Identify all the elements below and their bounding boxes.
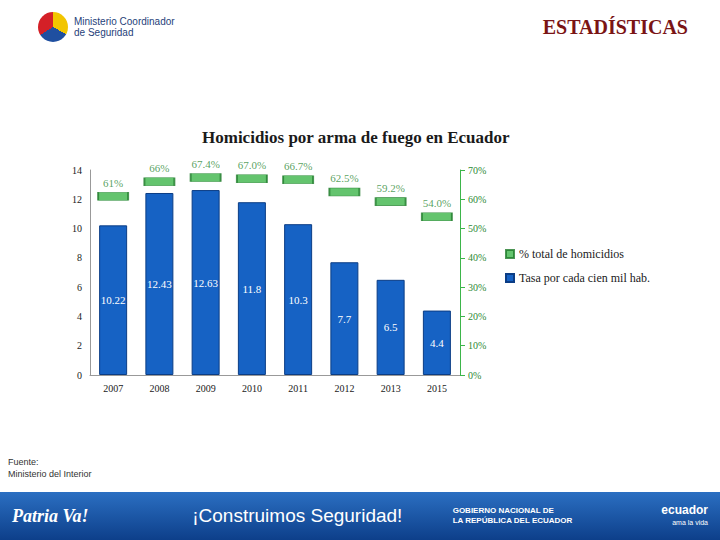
html-text:Fuente:: Fuente:: [8, 457, 39, 467]
svg-text:4.4: 4.4: [430, 337, 444, 349]
html-text:ecuador: ecuador: [661, 502, 708, 517]
html-text:Ministerio Coordinador: Ministerio Coordinador: [74, 16, 175, 27]
html-text:LA REPÚBLICA DEL ECUADOR: LA REPÚBLICA DEL ECUADOR: [452, 516, 573, 525]
html-text:ama la vida: ama la vida: [672, 518, 708, 526]
svg-text:2007: 2007: [103, 383, 123, 394]
svg-text:67.0%: 67.0%: [238, 159, 266, 171]
html-text:GOBIERNO NACIONAL DE: GOBIERNO NACIONAL DE: [452, 506, 554, 515]
svg-text:Tasa por cada cien mil hab.: Tasa por cada cien mil hab.: [519, 271, 650, 285]
svg-text:14: 14: [72, 165, 82, 176]
svg-text:2: 2: [77, 340, 82, 351]
svg-text:2009: 2009: [196, 383, 216, 394]
svg-text:67.4%: 67.4%: [191, 158, 219, 170]
svg-text:4: 4: [77, 311, 82, 322]
svg-text:7.7: 7.7: [338, 313, 352, 325]
svg-text:60%: 60%: [468, 194, 486, 205]
svg-text:62.5%: 62.5%: [330, 172, 358, 184]
svg-text:6.5: 6.5: [384, 321, 398, 333]
html-text:ESTADÍSTICAS: ESTADÍSTICAS: [542, 16, 688, 38]
svg-text:12: 12: [72, 194, 82, 205]
svg-text:30%: 30%: [468, 282, 486, 293]
svg-text:2008: 2008: [149, 383, 169, 394]
svg-text:2015: 2015: [427, 383, 447, 394]
html-text:Ministerio del Interior: Ministerio del Interior: [8, 469, 92, 479]
svg-text:8: 8: [77, 252, 82, 263]
svg-text:10: 10: [72, 223, 82, 234]
svg-text:59.2%: 59.2%: [376, 182, 404, 194]
svg-text:10.22: 10.22: [101, 294, 126, 306]
svg-text:2013: 2013: [381, 383, 401, 394]
svg-text:0: 0: [77, 370, 82, 381]
svg-text:2011: 2011: [288, 383, 308, 394]
html-text:de Seguridad: de Seguridad: [74, 27, 134, 38]
svg-text:6: 6: [77, 282, 82, 293]
svg-text:10%: 10%: [468, 340, 486, 351]
svg-text:2010: 2010: [242, 383, 262, 394]
svg-text:2012: 2012: [334, 383, 354, 394]
svg-text:Homicidios por arma de fuego e: Homicidios por arma de fuego en Ecuador: [202, 128, 510, 147]
svg-text:11.8: 11.8: [242, 283, 261, 295]
svg-text:50%: 50%: [468, 223, 486, 234]
svg-text:12.43: 12.43: [147, 278, 172, 290]
svg-text:40%: 40%: [468, 252, 486, 263]
svg-text:10.3: 10.3: [289, 294, 309, 306]
svg-text:54.0%: 54.0%: [423, 197, 451, 209]
html-text:¡Construimos Seguridad!: ¡Construimos Seguridad!: [192, 505, 403, 526]
svg-text:70%: 70%: [468, 165, 486, 176]
svg-text:66%: 66%: [149, 162, 169, 174]
svg-text:66.7%: 66.7%: [284, 160, 312, 172]
svg-text:20%: 20%: [468, 311, 486, 322]
svg-text:% total de homicidios: % total de homicidios: [519, 247, 624, 261]
svg-text:0%: 0%: [468, 370, 481, 381]
html-text:Patria Va!: Patria Va!: [12, 505, 89, 526]
svg-text:12.63: 12.63: [193, 277, 218, 289]
svg-text:61%: 61%: [103, 177, 123, 189]
